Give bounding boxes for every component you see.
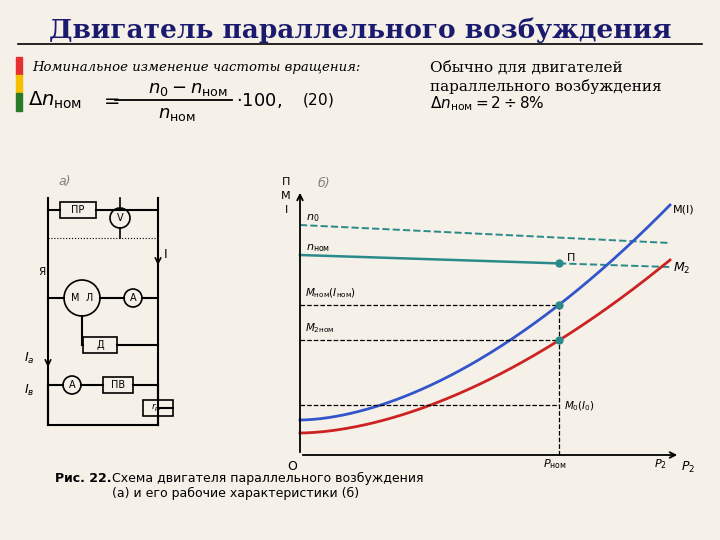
Text: A: A [130, 293, 136, 303]
Text: П: П [567, 253, 575, 264]
Text: Я: Я [38, 267, 45, 277]
Text: M(I): M(I) [673, 205, 695, 215]
Bar [16, 75, 22, 93]
Text: П: П [282, 177, 290, 187]
Text: $n_0 - n_{\rm ном}$: $n_0 - n_{\rm ном}$ [148, 80, 228, 98]
Text: Рис. 22.: Рис. 22. [55, 471, 112, 484]
Text: $P_2$: $P_2$ [681, 460, 695, 475]
Bar [16, 93, 22, 111]
Text: $r_{рг}$: $r_{рг}$ [151, 402, 165, 414]
Text: A: A [68, 380, 76, 390]
Text: $(20)$: $(20)$ [302, 91, 334, 109]
Text: а): а) [58, 176, 71, 188]
Text: ПВ: ПВ [111, 380, 125, 390]
Text: $P_{\rm ном}$: $P_{\rm ном}$ [543, 457, 567, 471]
Text: $n_0$: $n_0$ [306, 212, 320, 224]
Text: М: М [282, 191, 291, 201]
Text: (а) и его рабочие характеристики (б): (а) и его рабочие характеристики (б) [112, 487, 359, 500]
Bar [60, 202, 96, 218]
Text: $P_2$: $P_2$ [654, 457, 667, 471]
Text: I: I [164, 247, 168, 260]
Text: б): б) [318, 177, 330, 190]
Text: $M_2$: $M_2$ [673, 260, 690, 275]
Text: $\Delta n_{\rm ном}$: $\Delta n_{\rm ном}$ [28, 89, 82, 111]
Text: Двигатель параллельного возбуждения: Двигатель параллельного возбуждения [49, 17, 671, 43]
Text: $M_{2\rm ном}$: $M_{2\rm ном}$ [305, 321, 335, 335]
Text: $=$: $=$ [100, 91, 120, 110]
Text: $n_{\rm ном}$: $n_{\rm ном}$ [306, 242, 330, 254]
Bar [16, 57, 22, 75]
Text: $n_{\rm ном}$: $n_{\rm ном}$ [158, 105, 196, 123]
Bar [143, 400, 173, 416]
Bar [83, 337, 117, 353]
Text: V: V [117, 213, 123, 223]
Text: I: I [284, 205, 287, 215]
Text: $M_{\rm ном}(I_{\rm ном})$: $M_{\rm ном}(I_{\rm ном})$ [305, 286, 356, 300]
Text: Л: Л [86, 293, 93, 303]
Text: Обычно для двигателей: Обычно для двигателей [430, 61, 623, 75]
Bar [103, 377, 133, 393]
Text: ПР: ПР [71, 205, 85, 215]
Text: $\Delta n_{\rm ном} = 2\div 8\%$: $\Delta n_{\rm ном} = 2\div 8\%$ [430, 94, 545, 113]
Text: Номинальное изменение частоты вращения:: Номинальное изменение частоты вращения: [32, 60, 361, 73]
Text: параллельного возбуждения: параллельного возбуждения [430, 78, 662, 93]
Text: $I_a$: $I_a$ [24, 350, 34, 366]
Text: М: М [71, 293, 79, 303]
Text: Схема двигателя параллельного возбуждения: Схема двигателя параллельного возбуждени… [112, 471, 423, 484]
Text: $M_0(I_0)$: $M_0(I_0)$ [564, 399, 595, 413]
Text: Д: Д [96, 340, 104, 350]
Text: O: O [287, 461, 297, 474]
Text: $\cdot 100,$: $\cdot 100,$ [236, 91, 282, 110]
Text: $I_в$: $I_в$ [24, 382, 34, 397]
